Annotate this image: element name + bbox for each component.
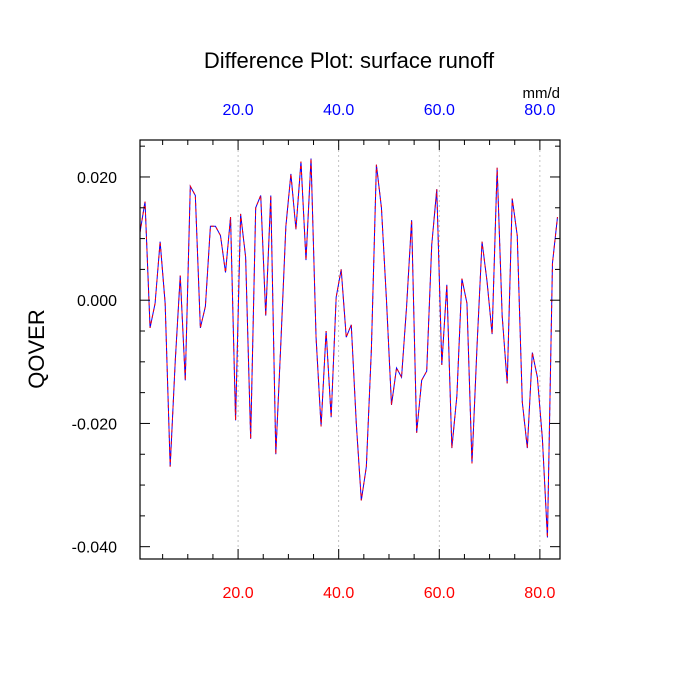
x-tick-label-top: 20.0: [223, 102, 254, 119]
x-tick-label-top: 80.0: [524, 102, 555, 119]
series-line-2: [139, 158, 558, 538]
x-tick-label-bottom: 80.0: [524, 585, 555, 602]
series-lines: [139, 158, 558, 538]
y-axis-label: QOVER: [24, 309, 49, 388]
x-tick-label-top: 40.0: [323, 102, 354, 119]
x-tick-label-bottom: 20.0: [223, 585, 254, 602]
top-axis-units: mm/d: [523, 85, 561, 102]
chart-title: Difference Plot: surface runoff: [204, 48, 495, 73]
x-tick-label-top: 60.0: [424, 102, 455, 119]
y-tick-label: -0.020: [72, 416, 117, 433]
y-tick-label: 0.020: [77, 170, 117, 187]
y-tick-label: 0.000: [77, 293, 117, 310]
x-tick-label-bottom: 60.0: [424, 585, 455, 602]
series-line-1: [139, 158, 558, 538]
y-tick-label: -0.040: [72, 540, 117, 557]
tick-labels: 20.0 20.0 40.0 40.0 60.0 60.0 80.0 80.0 -0.040 -0…: [72, 102, 556, 602]
x-tick-label-bottom: 40.0: [323, 585, 354, 602]
axis-ticks: [140, 140, 560, 559]
plot-frame: [139, 139, 561, 560]
